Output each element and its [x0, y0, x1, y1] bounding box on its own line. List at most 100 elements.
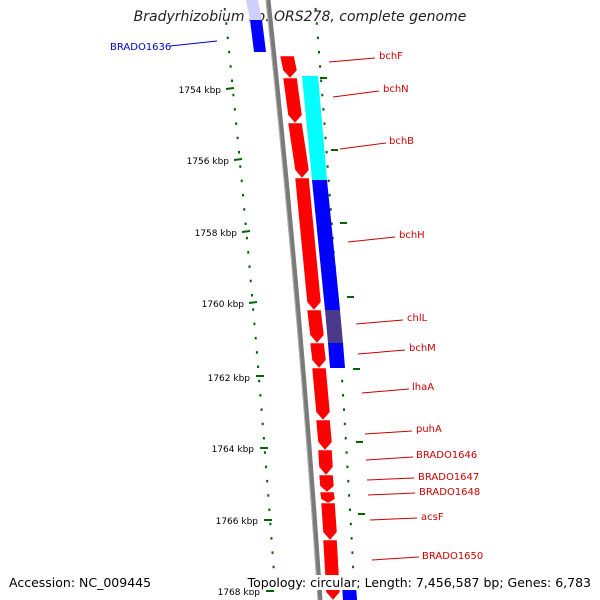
- forward-gene-arrow[interactable]: [315, 419, 333, 451]
- scale-mark-1764: 1764 kbp: [212, 445, 268, 455]
- tick-dot: [347, 479, 350, 483]
- gene-label-text[interactable]: bchM: [409, 343, 436, 354]
- tick-dot: [223, 8, 226, 11]
- scale-label: 1762 kbp: [208, 374, 251, 384]
- label-chll[interactable]: chlL: [355, 313, 428, 325]
- tick-dot: [257, 365, 260, 368]
- forward-gene-arrow[interactable]: [294, 177, 322, 311]
- gene-label-text[interactable]: BRADO1646: [416, 450, 477, 461]
- tick-dot: [249, 279, 252, 283]
- gene-label-text[interactable]: BRADO1636: [110, 42, 171, 53]
- gene-label-text[interactable]: bchB: [389, 136, 414, 147]
- tick-dot: [344, 437, 347, 440]
- forward-gene-arrow[interactable]: [279, 55, 298, 79]
- tick-dot: [260, 408, 263, 411]
- gene-label-text[interactable]: acsF: [421, 512, 444, 523]
- tick-dot: [352, 565, 355, 569]
- label-brado1646[interactable]: BRADO1646: [365, 450, 477, 461]
- scale-label: 1756 kbp: [187, 157, 230, 167]
- scale-mark-1756: 1756 kbp: [187, 157, 243, 167]
- tick-dot: [232, 93, 235, 97]
- forward-gene-arrow[interactable]: [309, 342, 327, 369]
- gene-label-text[interactable]: lhaA: [412, 382, 434, 393]
- tick-dot: [341, 379, 344, 383]
- tick-dot: [265, 465, 268, 469]
- tick-dot: [268, 508, 271, 511]
- scale-mark-1758: 1758 kbp: [195, 229, 251, 239]
- tick-dot: [252, 308, 255, 311]
- gene-chll-band[interactable]: [325, 310, 343, 343]
- label-bchm[interactable]: bchM: [357, 343, 436, 355]
- label-lhaa[interactable]: lhaA: [361, 382, 434, 394]
- label-bchf[interactable]: bchF: [328, 51, 403, 63]
- scale-labels: 1754 kbp 1756 kbp 1758 kbp 1760 kbp 1762…: [179, 86, 274, 598]
- tick-dot: [319, 65, 322, 68]
- gene-label-text[interactable]: BRADO1647: [418, 472, 479, 483]
- tick-dot: [259, 394, 262, 397]
- tick-dot: [324, 136, 327, 140]
- tick-dot: [228, 50, 231, 54]
- tick-dot: [325, 151, 328, 154]
- gene-labels: BRADO1636 bchF bchN bchB bchH chlL bchM: [110, 40, 483, 562]
- gene-label-text[interactable]: bchN: [383, 84, 409, 95]
- tick-dot: [251, 294, 253, 297]
- label-acsf[interactable]: acsF: [369, 512, 444, 523]
- forward-gene-arrow[interactable]: [282, 77, 303, 124]
- gene-brado1636[interactable]: [246, 0, 266, 52]
- tick-dot: [343, 422, 346, 426]
- tick-dot: [322, 108, 325, 111]
- tick-dot: [253, 322, 256, 326]
- gene-label-text[interactable]: bchH: [399, 230, 425, 241]
- tick-dot: [349, 522, 352, 526]
- gene-bchh-band[interactable]: [312, 180, 340, 310]
- tick-dot: [233, 108, 236, 111]
- gene-label-text[interactable]: chlL: [407, 313, 428, 324]
- gene-label-text[interactable]: bchF: [379, 51, 403, 62]
- tick-dot: [229, 65, 232, 68]
- tick-dot: [262, 437, 265, 440]
- tick-dot: [318, 50, 320, 54]
- label-brado1647[interactable]: BRADO1647: [366, 472, 479, 483]
- tick-dot: [248, 265, 251, 268]
- label-puha[interactable]: puhA: [364, 424, 442, 435]
- forward-gene-arrow[interactable]: [322, 539, 341, 600]
- tick-dot: [345, 451, 348, 454]
- scale-tick: [241, 230, 251, 233]
- gene-label-text[interactable]: puhA: [416, 424, 442, 435]
- scale-mark-1762: 1762 kbp: [208, 374, 264, 384]
- tick-dot: [258, 379, 261, 383]
- tick-dot: [323, 122, 326, 125]
- gene-bchm-band[interactable]: [328, 343, 345, 368]
- tick-dash: [320, 77, 327, 79]
- label-brado1648[interactable]: BRADO1648: [367, 487, 480, 498]
- tick-dot: [239, 165, 242, 168]
- tick-dot: [348, 494, 351, 497]
- forward-gene-arrow[interactable]: [318, 474, 335, 493]
- scale-mark-1768: 1768 kbp: [218, 588, 274, 598]
- tick-dot: [264, 451, 266, 454]
- tick-dot: [321, 93, 324, 97]
- label-bchn[interactable]: bchN: [332, 84, 409, 98]
- tick-dot: [266, 479, 269, 483]
- forward-gene-arrow[interactable]: [320, 502, 338, 541]
- forward-gene-arrow[interactable]: [317, 449, 334, 476]
- gene-label-text[interactable]: BRADO1648: [419, 487, 480, 498]
- tick-dash: [356, 441, 363, 443]
- accession-label: Accession: NC_009445: [9, 575, 152, 590]
- scale-label: 1758 kbp: [195, 229, 238, 239]
- label-bchh[interactable]: bchH: [347, 230, 425, 243]
- forward-gene-arrow[interactable]: [287, 122, 310, 179]
- label-brado1636[interactable]: BRADO1636: [110, 40, 218, 53]
- forward-gene-arrow[interactable]: [306, 309, 325, 344]
- label-brado1650[interactable]: BRADO1650: [371, 551, 483, 562]
- tick-dot: [226, 36, 229, 40]
- gene-bchn-band[interactable]: [302, 76, 327, 180]
- forward-gene-arrow[interactable]: [319, 491, 336, 504]
- label-bchb[interactable]: bchB: [339, 136, 414, 150]
- tick-dot: [270, 537, 273, 540]
- gene-label-text[interactable]: BRADO1650: [422, 551, 483, 562]
- scale-label: 1768 kbp: [218, 588, 261, 598]
- tick-dash: [340, 222, 347, 224]
- topology-label: Topology: circular; Length: 7,456,587 bp…: [247, 575, 591, 590]
- forward-gene-arrow[interactable]: [311, 367, 331, 421]
